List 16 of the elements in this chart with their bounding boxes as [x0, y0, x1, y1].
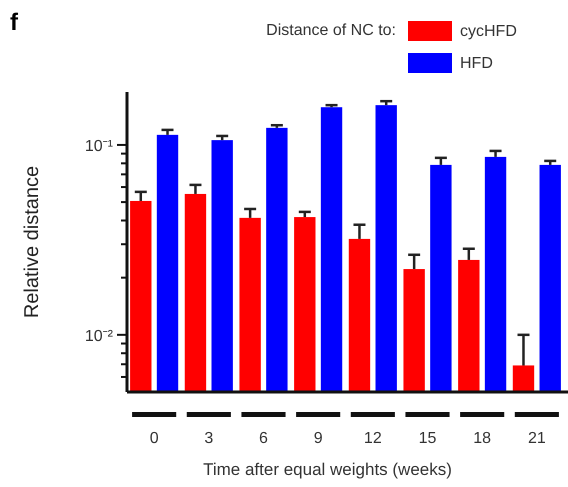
x-tick-label: 6 [259, 430, 268, 447]
x-tick-label: 9 [314, 430, 323, 447]
chart-title: f [10, 9, 19, 36]
x-tick-label: 21 [528, 430, 546, 447]
x-axis-title: Time after equal weights (weeks) [203, 460, 452, 479]
legend-label: HFD [460, 55, 493, 72]
x-tick-label: 15 [418, 430, 437, 447]
y-tick-label: 10⁻¹ [84, 138, 113, 155]
legend-label: cycHFD [460, 23, 517, 40]
x-tick-label: 12 [364, 430, 382, 447]
x-tick-label: 18 [473, 430, 492, 447]
x-tick-label: 0 [150, 430, 159, 447]
y-axis-title: Relative distance [21, 166, 43, 318]
legend-title: Distance of NC to: [266, 22, 396, 39]
x-tick-label: 3 [204, 430, 214, 447]
y-tick-label: 10⁻² [84, 328, 114, 345]
